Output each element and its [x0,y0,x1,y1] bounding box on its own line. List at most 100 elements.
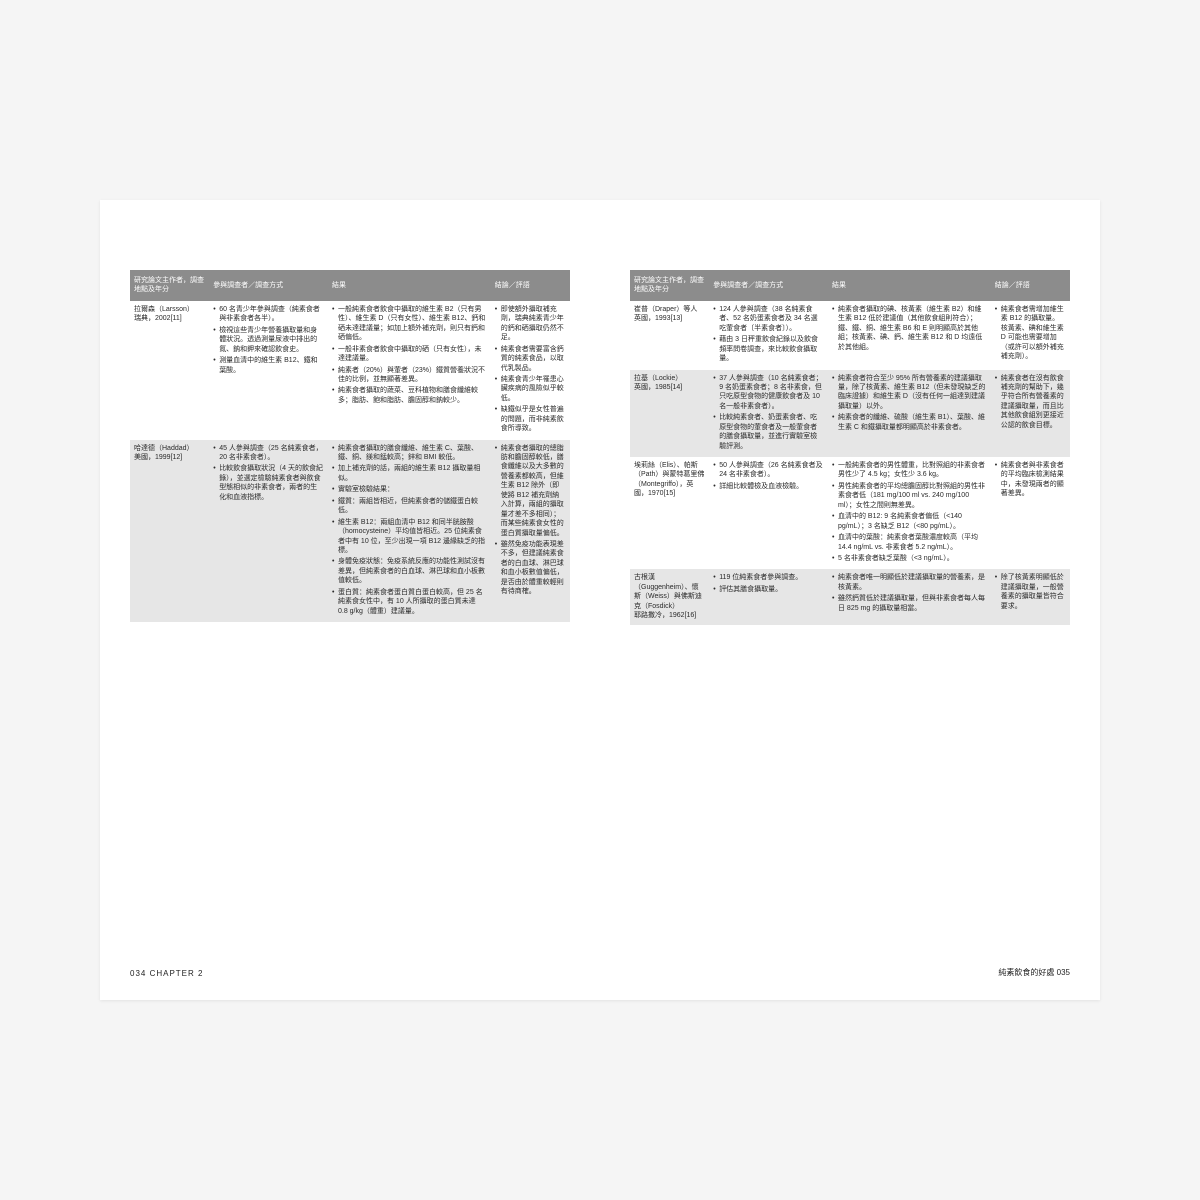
list-item: 維生素 B12：兩組血清中 B12 和同半胱胺酸（homocysteine）平均… [332,518,487,556]
list-item: 一般純素食者飲食中攝取的維生素 B2（只有男性）、維生素 D（只有女性）、維生素… [332,305,487,343]
list-item: 50 人參與調查（26 名純素食者及 24 名非素食者）。 [713,461,824,480]
cell-method: 60 名青少年參與調查（純素食者與非素食者各半）。檢視這些青少年營養攝取量和身體… [209,301,328,440]
cell-author: 崔普（Draper）等人 英國，1993[13] [630,301,709,370]
bullet-list: 純素食者攝取的碘、核黃素（維生素 B2）和維生素 B12 低於建議值（其他飲食組… [832,305,987,352]
bullet-list: 37 人參與調查（10 名純素食者；9 名奶蛋素食者；8 名非素食，但只吃原型食… [713,374,824,452]
list-item: 純素食者攝取的總脂肪和膽固醇較低，膳食纖維以及大多數的營養素都較高，但維生素 B… [495,444,566,538]
bullet-list: 除了核黃素明顯低於建議攝取量，一般營養素的攝取量皆符合要求。 [995,573,1066,611]
list-item: 一般純素食者的男性體重，比對照組的非素食者男性少了 4.5 kg；女性少 3.6… [832,461,987,480]
list-item: 一般非素食者飲食中攝取的硒（只有女性），未達建議量。 [332,345,487,364]
list-item: 檢視這些青少年營養攝取量和身體狀況。透過測量尿液中排出的氮、鈉和鉀來確認飲食史。 [213,326,324,354]
page-right: 研究論文主作者，調查地點及年分 參與調查者／調查方式 結果 結論／評語 崔普（D… [600,200,1100,1000]
cell-conclusion: 除了核黃素明顯低於建議攝取量，一般營養素的攝取量皆符合要求。 [991,569,1070,624]
th-conclusion: 結論／評語 [991,270,1070,301]
cell-method: 45 人參與調查（25 名純素食者，20 名非素食者）。比較飲食攝取狀況（4 天… [209,440,328,622]
cell-conclusion: 純素食者在沒有飲食補充劑的幫助下，幾乎符合所有營養素的建議攝取量，而且比其他飲食… [991,370,1070,458]
list-item: 實驗室檢驗結果： [332,485,487,494]
cell-conclusion: 純素食者與非素食者的平均臨床檢測結果中，未發現兩者的顯著差異。 [991,457,1070,569]
cell-author: 拉爾森（Larsson） 瑞典，2002[11] [130,301,209,440]
research-table-right: 研究論文主作者，調查地點及年分 參與調查者／調查方式 結果 結論／評語 崔普（D… [630,270,1070,625]
cell-author: 古根漢（Guggenheim）、懷斯（Weiss）與佛斯迪克（Fosdick） … [630,569,709,624]
bullet-list: 純素食者需增加維生素 B12 的攝取量。核黃素、碘和維生素 D 可能也需要增加（… [995,305,1066,362]
cell-result: 純素食者攝取的碘、核黃素（維生素 B2）和維生素 B12 低於建議值（其他飲食組… [828,301,991,370]
th-method: 參與調查者／調查方式 [209,270,328,301]
list-item: 124 人參與調查（38 名純素食者、52 名奶蛋素食者及 34 名選吃葷食者〔… [713,305,824,333]
cell-author: 拉基（Lockie） 英國，1985[14] [630,370,709,458]
cell-result: 純素食者攝取的膳食纖維、維生素 C、葉酸、鐵、銅、鎂和錳較高；鋅和 BMI 較低… [328,440,491,622]
list-item: 血清中的 B12: 9 名純素食者偏低（<140 pg/mL）；3 名缺乏 B1… [832,512,987,531]
list-item: 藉由 3 日秤重飲食紀錄以及飲食頻率問卷調查，來比較飲食攝取量。 [713,335,824,363]
bullet-list: 純素食者攝取的膳食纖維、維生素 C、葉酸、鐵、銅、鎂和錳較高；鋅和 BMI 較低… [332,444,487,616]
list-item: 純素食者需要富含鈣質的純素食品，以取代乳製品。 [495,345,566,373]
list-item: 即使額外攝取補充劑，瑞典純素青少年的鈣和硒攝取仍然不足。 [495,305,566,343]
table-header-row: 研究論文主作者，調查地點及年分 參與調查者／調查方式 結果 結論／評語 [130,270,570,301]
cell-author: 哈達德（Haddad） 美國，1999[12] [130,440,209,622]
bullet-list: 即使額外攝取補充劑，瑞典純素青少年的鈣和硒攝取仍然不足。純素食者需要富含鈣質的純… [495,305,566,434]
list-item: 119 位純素食者參與調查。 [713,573,824,582]
list-item: 雖然鈣質低於建議攝取量，但與非素食者每人每日 825 mg 的攝取量相當。 [832,594,987,613]
cell-method: 119 位純素食者參與調查。評估其膳食攝取量。 [709,569,828,624]
list-item: 缺鐵似乎是女性普遍的問題，而非純素飲食所導致。 [495,405,566,433]
book-spread: 研究論文主作者，調查地點及年分 參與調查者／調查方式 結果 結論／評語 拉爾森（… [100,200,1100,1000]
list-item: 鐵質：兩組皆相近，但純素食者的儲鐵蛋白較低。 [332,497,487,516]
list-item: 詳細比較體檢及血液檢驗。 [713,482,824,491]
page-number-left: 034 CHAPTER 2 [130,969,203,978]
bullet-list: 純素食者唯一明顯低於建議攝取量的營養素，是核黃素。雖然鈣質低於建議攝取量，但與非… [832,573,987,613]
list-item: 純素食者符合至少 95% 所有營養素的建議攝取量，除了核黃素、維生素 B12（但… [832,374,987,412]
list-item: 60 名青少年參與調查（純素食者與非素食者各半）。 [213,305,324,324]
list-item: 評估其膳食攝取量。 [713,585,824,594]
list-item: 測量血清中的維生素 B12、鐵和葉酸。 [213,356,324,375]
th-method: 參與調查者／調查方式 [709,270,828,301]
list-item: 比較純素食者、奶蛋素食者、吃原型食物的葷食者及一般葷食者的膳食攝取量，並進行實驗… [713,413,824,451]
list-item: 純素食者攝取的膳食纖維、維生素 C、葉酸、鐵、銅、鎂和錳較高；鋅和 BMI 較低… [332,444,487,463]
bullet-list: 一般純素食者飲食中攝取的維生素 B2（只有男性）、維生素 D（只有女性）、維生素… [332,305,487,405]
cell-method: 124 人參與調查（38 名純素食者、52 名奶蛋素食者及 34 名選吃葷食者〔… [709,301,828,370]
list-item: 純素食者的纖維、硫酸（維生素 B1）、葉酸、維生素 C 和鐵攝取量都明顯高於非素… [832,413,987,432]
list-item: 純素食者需增加維生素 B12 的攝取量。核黃素、碘和維生素 D 可能也需要增加（… [995,305,1066,362]
cell-author: 埃莉絲（Elis）、帕斯（Path）與蒙特葛里佛（Montegriffo），英國… [630,457,709,569]
bullet-list: 純素食者符合至少 95% 所有營養素的建議攝取量，除了核黃素、維生素 B12（但… [832,374,987,433]
list-item: 37 人參與調查（10 名純素食者；9 名奶蛋素食者；8 名非素食，但只吃原型食… [713,374,824,412]
list-item: 雖然免疫功能表現差不多，但建議純素食者的白血球、淋巴球和血小板數值偏低，是否由於… [495,540,566,597]
table-row: 崔普（Draper）等人 英國，1993[13]124 人參與調查（38 名純素… [630,301,1070,370]
list-item: 蛋白質：純素食者蛋白質白蛋白較高，但 25 名純素食女性中，有 10 人所攝取的… [332,588,487,616]
list-item: 血清中的葉酸：純素食者葉酸濃度較高（平均 14.4 ng/mL vs. 非素食者… [832,533,987,552]
bullet-list: 45 人參與調查（25 名純素食者，20 名非素食者）。比較飲食攝取狀況（4 天… [213,444,324,503]
list-item: 純素食者唯一明顯低於建議攝取量的營養素，是核黃素。 [832,573,987,592]
table-row: 拉基（Lockie） 英國，1985[14]37 人參與調查（10 名純素食者；… [630,370,1070,458]
list-item: 5 名非素食者缺乏葉酸（<3 ng/mL）。 [832,554,987,563]
cell-result: 純素食者唯一明顯低於建議攝取量的營養素，是核黃素。雖然鈣質低於建議攝取量，但與非… [828,569,991,624]
page-left: 研究論文主作者，調查地點及年分 參與調查者／調查方式 結果 結論／評語 拉爾森（… [100,200,600,1000]
th-author: 研究論文主作者，調查地點及年分 [630,270,709,301]
bullet-list: 純素食者在沒有飲食補充劑的幫助下，幾乎符合所有營養素的建議攝取量，而且比其他飲食… [995,374,1066,431]
list-item: 純素食者攝取的碘、核黃素（維生素 B2）和維生素 B12 低於建議值（其他飲食組… [832,305,987,352]
th-result: 結果 [828,270,991,301]
cell-result: 純素食者符合至少 95% 所有營養素的建議攝取量，除了核黃素、維生素 B12（但… [828,370,991,458]
list-item: 45 人參與調查（25 名純素食者，20 名非素食者）。 [213,444,324,463]
table-row: 古根漢（Guggenheim）、懷斯（Weiss）與佛斯迪克（Fosdick） … [630,569,1070,624]
th-conclusion: 結論／評語 [491,270,570,301]
bullet-list: 純素食者與非素食者的平均臨床檢測結果中，未發現兩者的顯著差異。 [995,461,1066,499]
list-item: 純素者（20%）與葷者（23%）鐵質營養狀況不佳的比例，並無顯著差異。 [332,366,487,385]
list-item: 加上補充劑的話，兩組的維生素 B12 攝取量相似。 [332,464,487,483]
table-row: 哈達德（Haddad） 美國，1999[12]45 人參與調查（25 名純素食者… [130,440,570,622]
bullet-list: 一般純素食者的男性體重，比對照組的非素食者男性少了 4.5 kg；女性少 3.6… [832,461,987,563]
cell-method: 50 人參與調查（26 名純素食者及 24 名非素食者）。詳細比較體檢及血液檢驗… [709,457,828,569]
list-item: 純素食者與非素食者的平均臨床檢測結果中，未發現兩者的顯著差異。 [995,461,1066,499]
list-item: 純素食者攝取的蔬菜、豆科植物和膳食纖維較多；脂肪、飽和脂肪、膽固醇和鈉較少。 [332,386,487,405]
page-number-right: 純素飲食的好處 035 [998,967,1070,978]
th-author: 研究論文主作者，調查地點及年分 [130,270,209,301]
cell-conclusion: 純素食者攝取的總脂肪和膽固醇較低，膳食纖維以及大多數的營養素都較高，但維生素 B… [491,440,570,622]
table-row: 拉爾森（Larsson） 瑞典，2002[11]60 名青少年參與調查（純素食者… [130,301,570,440]
list-item: 除了核黃素明顯低於建議攝取量，一般營養素的攝取量皆符合要求。 [995,573,1066,611]
table-header-row: 研究論文主作者，調查地點及年分 參與調查者／調查方式 結果 結論／評語 [630,270,1070,301]
th-result: 結果 [328,270,491,301]
list-item: 比較飲食攝取狀況（4 天的飲食紀錄），並選定檢驗純素食者與飲食型態相似的非素食者… [213,464,324,502]
bullet-list: 純素食者攝取的總脂肪和膽固醇較低，膳食纖維以及大多數的營養素都較高，但維生素 B… [495,444,566,597]
list-item: 男性純素食者的平均總膽固醇比對照組的男性非素食者低（181 mg/100 ml … [832,482,987,510]
cell-conclusion: 即使額外攝取補充劑，瑞典純素青少年的鈣和硒攝取仍然不足。純素食者需要富含鈣質的純… [491,301,570,440]
table-row: 埃莉絲（Elis）、帕斯（Path）與蒙特葛里佛（Montegriffo），英國… [630,457,1070,569]
list-item: 純素食青少年罹患心臟疾病的風險似乎較低。 [495,375,566,403]
bullet-list: 50 人參與調查（26 名純素食者及 24 名非素食者）。詳細比較體檢及血液檢驗… [713,461,824,491]
list-item: 身體免疫狀態：免疫系統反應的功能性測試沒有差異，但純素食者的白血球、淋巴球和血小… [332,557,487,585]
